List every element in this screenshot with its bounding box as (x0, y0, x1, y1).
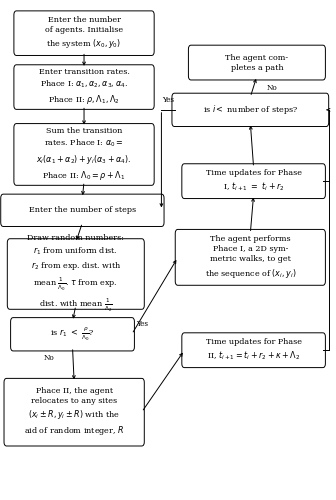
Text: No: No (44, 354, 55, 362)
FancyBboxPatch shape (188, 45, 325, 80)
Text: is $r_1 \ < \ \frac{\rho}{\Lambda_0}$?: is $r_1 \ < \ \frac{\rho}{\Lambda_0}$? (50, 326, 95, 343)
Text: Enter transition rates.
Phace I: $\alpha_1, \alpha_2, \alpha_3, \alpha_4$.
Phace: Enter transition rates. Phace I: $\alpha… (39, 68, 129, 106)
Text: Sum the transition
rates. Phace I: $\alpha_0 =$
$x_i(\alpha_1 + \alpha_2) + y_i(: Sum the transition rates. Phace I: $\alp… (36, 127, 132, 182)
Text: Time updates for Phase
I, $t_{i+1} \ = \ t_i + r_2$: Time updates for Phase I, $t_{i+1} \ = \… (206, 170, 302, 193)
Text: No: No (266, 84, 277, 92)
FancyBboxPatch shape (175, 230, 325, 285)
FancyBboxPatch shape (7, 238, 144, 310)
Text: The agent com-
pletes a path: The agent com- pletes a path (225, 54, 289, 72)
Text: Enter the number of steps: Enter the number of steps (29, 206, 136, 214)
FancyBboxPatch shape (172, 93, 329, 126)
Text: Time updates for Phase
II, $t_{i+1} = t_i + r_2 + \kappa + \Lambda_2$: Time updates for Phase II, $t_{i+1} = t_… (206, 338, 302, 362)
Text: Yes: Yes (136, 320, 148, 328)
Text: is $i < $ number of steps?: is $i < $ number of steps? (203, 104, 298, 117)
FancyBboxPatch shape (1, 194, 164, 226)
FancyBboxPatch shape (14, 65, 154, 110)
Text: Phace II, the agent
relocates to any sites
$(x_i \pm R, y_i \pm R)$ with the
aid: Phace II, the agent relocates to any sit… (24, 387, 124, 438)
Text: Yes: Yes (162, 96, 174, 104)
FancyBboxPatch shape (182, 333, 325, 368)
Text: Draw random numbers:
$r_1$ from uniform dist.
$r_2$ from exp. dist. with
mean $\: Draw random numbers: $r_1$ from uniform … (27, 234, 124, 314)
FancyBboxPatch shape (4, 378, 144, 446)
FancyBboxPatch shape (14, 11, 154, 56)
FancyBboxPatch shape (182, 164, 325, 198)
Text: Enter the number
of agents. Initialise
the system $(x_0, y_0)$: Enter the number of agents. Initialise t… (45, 16, 123, 50)
Text: The agent performs
Phace I, a 2D sym-
metric walks, to get
the sequence of $(x_i: The agent performs Phace I, a 2D sym- me… (205, 235, 296, 280)
FancyBboxPatch shape (14, 124, 154, 186)
FancyBboxPatch shape (11, 318, 134, 351)
